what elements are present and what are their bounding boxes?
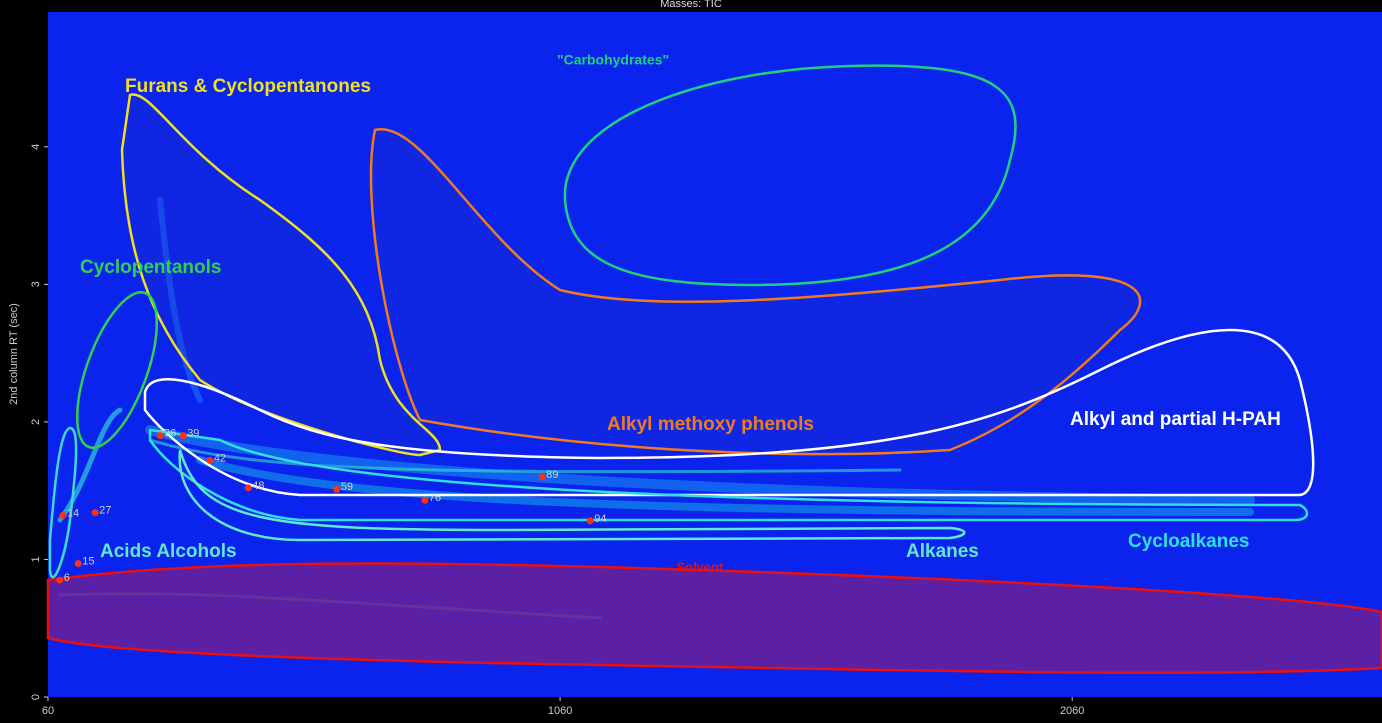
region-label: Alkyl and partial H-PAH bbox=[1070, 409, 1281, 430]
peak-label: 59 bbox=[341, 481, 353, 493]
y-tick-label: 1 bbox=[30, 556, 42, 562]
peak-label: 27 bbox=[99, 505, 111, 517]
y-tick-label: 3 bbox=[30, 281, 42, 287]
peak bbox=[539, 473, 546, 480]
peak bbox=[587, 517, 594, 524]
region-label: Cycloalkanes bbox=[1128, 531, 1249, 552]
peak bbox=[180, 432, 187, 439]
region-label: "Carbohydrates" bbox=[557, 52, 669, 68]
y-tick-label: 2 bbox=[30, 419, 42, 425]
peak bbox=[206, 457, 213, 464]
peak bbox=[421, 497, 428, 504]
peak-label: 48 bbox=[252, 480, 264, 492]
peak-label: 42 bbox=[214, 452, 226, 464]
peak bbox=[245, 484, 252, 491]
peak-label: 6 bbox=[64, 572, 70, 584]
region-label: Alkanes bbox=[906, 541, 979, 562]
x-tick-label: 60 bbox=[42, 705, 54, 717]
x-tick-label: 2060 bbox=[1060, 705, 1084, 717]
peak bbox=[75, 560, 82, 567]
page: {"chart_data": {"type": "gcxgc", "title"… bbox=[0, 0, 1382, 723]
chart: Masses: TIC 2nd column RT (sec) Furans &… bbox=[0, 0, 1382, 723]
y-tick-label: 4 bbox=[30, 144, 42, 150]
peak bbox=[59, 512, 66, 519]
peak-label: 15 bbox=[82, 555, 94, 567]
peak bbox=[92, 509, 99, 516]
region-label: Furans & Cyclopentanones bbox=[125, 76, 371, 97]
y-axis-label: 2nd column RT (sec) bbox=[8, 303, 20, 405]
region-label: Cyclopentanols bbox=[80, 257, 221, 278]
peak-label: 14 bbox=[67, 507, 79, 519]
peak-label: 36 bbox=[164, 428, 176, 440]
chart-title: Masses: TIC bbox=[660, 0, 722, 10]
x-tick-label: 1060 bbox=[548, 705, 572, 717]
peak-label: 94 bbox=[594, 513, 606, 525]
peak-label: 89 bbox=[546, 469, 558, 481]
peak bbox=[157, 432, 164, 439]
peak-label: 76 bbox=[429, 492, 441, 504]
region-label: Solvent bbox=[676, 559, 724, 574]
peak bbox=[333, 486, 340, 493]
region-label: Alkyl methoxy phenols bbox=[607, 414, 814, 435]
peak bbox=[56, 577, 63, 584]
region-label: Acids Alcohols bbox=[100, 541, 237, 562]
y-tick-label: 0 bbox=[30, 694, 42, 700]
peak-label: 39 bbox=[187, 428, 199, 440]
